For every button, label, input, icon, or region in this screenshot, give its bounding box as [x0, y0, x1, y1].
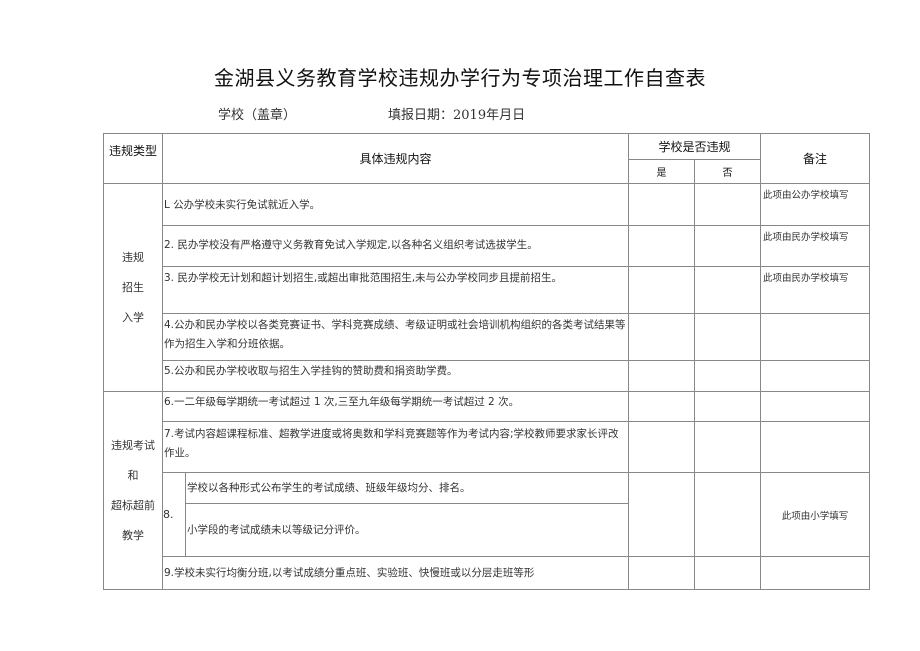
row-content: 2. 民办学校没有严格遵守义务教育免试入学规定,以各种名义组织考试选拔学生。: [161, 225, 630, 267]
row-note: 此项由公办学校填写: [760, 183, 871, 226]
self-check-table: 违规类型 具体违规内容 学校是否违规 备注 是 否 违规 招生 入学 L 公办学…: [103, 133, 871, 590]
no-cell[interactable]: [694, 556, 762, 590]
no-cell[interactable]: [694, 313, 762, 361]
row-content: 3. 民办学校无计划和超计划招生,或超出审批范围招生,未与公办学校同步且提前招生…: [161, 266, 630, 314]
row-note: 此项由民办学校填写: [760, 225, 871, 267]
no-cell[interactable]: [694, 225, 762, 267]
yes-cell[interactable]: [628, 183, 696, 226]
yes-cell[interactable]: [628, 266, 696, 314]
yes-cell[interactable]: [628, 556, 696, 590]
row-note: 此项由民办学校填写: [760, 266, 871, 314]
row-content: 7.考试内容超课程标准、超教学进度或将奥数和学科竞赛题等作为考试内容;学校教师要…: [161, 421, 630, 473]
yes-cell[interactable]: [628, 391, 696, 422]
no-cell[interactable]: [694, 472, 762, 557]
type-exams-teaching: 违规考试 和 超标超前 教学: [103, 391, 163, 590]
no-cell[interactable]: [694, 421, 762, 473]
row-content: 6.一二年级每学期统一考试超过 1 次,三至九年级每学期统一考试超过 2 次。: [161, 391, 630, 422]
no-cell[interactable]: [694, 266, 762, 314]
row-note: [760, 421, 871, 473]
no-cell[interactable]: [694, 391, 762, 422]
row-content: 小学段的考试成绩未以等级记分评价。: [184, 503, 630, 557]
type-enrollment: 违规 招生 入学: [103, 183, 163, 392]
header-note: 备注: [760, 133, 871, 184]
yes-cell[interactable]: [628, 421, 696, 473]
row-content: 4.公办和民办学校以各类竞赛证书、学科竞赛成绩、考级证明或社会培训机构组织的各类…: [161, 313, 630, 361]
yes-cell[interactable]: [628, 472, 696, 557]
document-title: 金湖县义务教育学校违规办学行为专项治理工作自查表: [214, 66, 706, 90]
school-label: 学校（盖章）: [218, 108, 297, 123]
row-number: 8.: [162, 472, 186, 557]
row-note: [760, 391, 871, 422]
row-note: [760, 360, 871, 392]
row-content: 学校以各种形式公布学生的考试成绩、班级年级均分、排名。: [184, 472, 630, 504]
header-no: 否: [694, 159, 762, 184]
no-cell[interactable]: [694, 183, 762, 226]
row-note: [760, 556, 871, 590]
row-content: 9.学校未实行均衡分班,以考试成绩分重点班、实验班、快慢班或以分层走班等形: [161, 556, 630, 590]
no-cell[interactable]: [694, 360, 762, 392]
header-type: 违规类型: [103, 133, 163, 184]
yes-cell[interactable]: [628, 313, 696, 361]
header-yes: 是: [628, 159, 696, 184]
row-note: 此项由小学填写: [760, 472, 871, 557]
date-label: 填报日期：2019年月日: [388, 108, 526, 123]
header-violated: 学校是否违规: [628, 133, 762, 160]
header-content: 具体违规内容: [161, 133, 630, 184]
row-content: 5.公办和民办学校收取与招生入学挂钩的赞助费和捐资助学费。: [161, 360, 630, 392]
yes-cell[interactable]: [628, 225, 696, 267]
yes-cell[interactable]: [628, 360, 696, 392]
row-content: L 公办学校未实行免试就近入学。: [161, 183, 630, 226]
row-note: [760, 313, 871, 361]
